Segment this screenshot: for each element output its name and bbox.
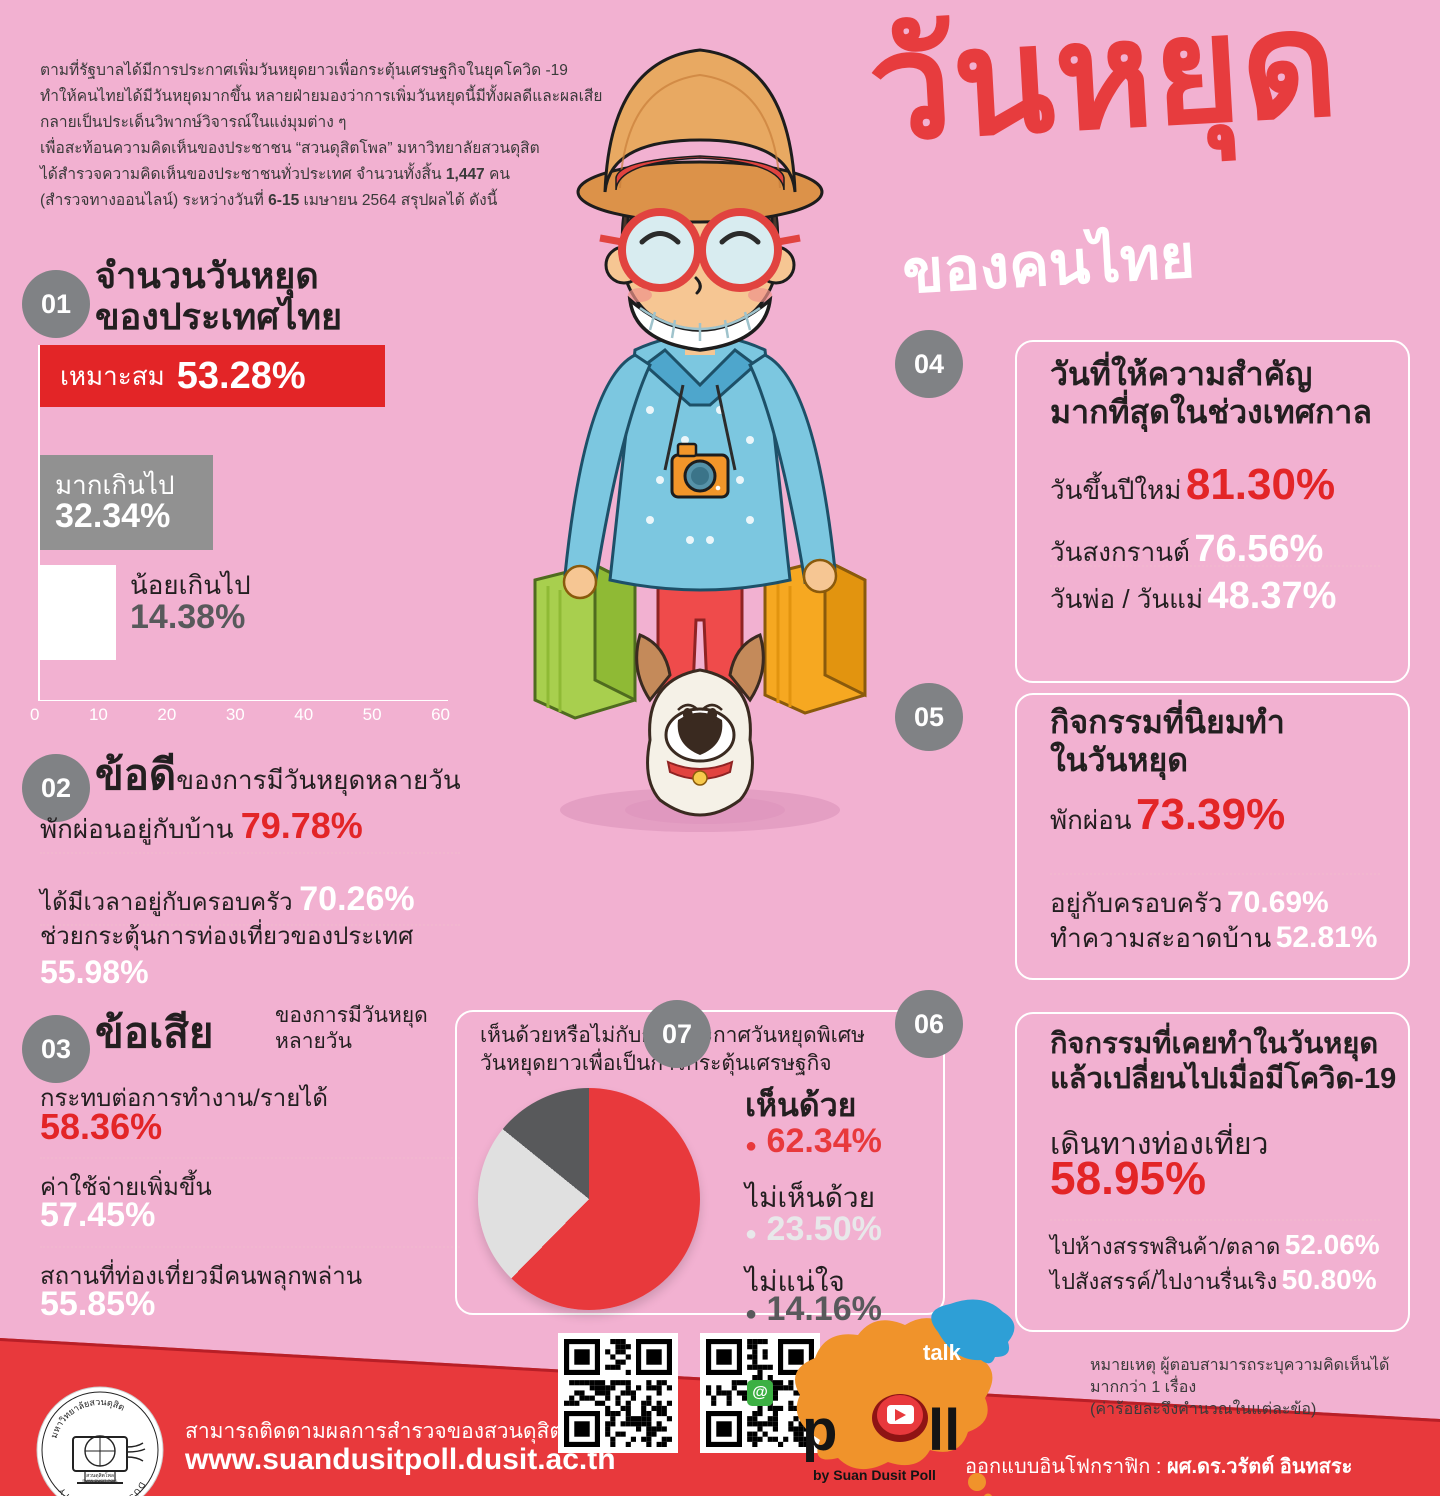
svg-text:p: p [802, 1398, 837, 1463]
svg-text:talk: talk [923, 1340, 962, 1365]
svg-text:SUAN DUSIT POLL: SUAN DUSIT POLL [82, 1478, 118, 1483]
svg-text:ll: ll [928, 1398, 960, 1463]
svg-text:by Suan Dusit Poll: by Suan Dusit Poll [813, 1467, 936, 1483]
